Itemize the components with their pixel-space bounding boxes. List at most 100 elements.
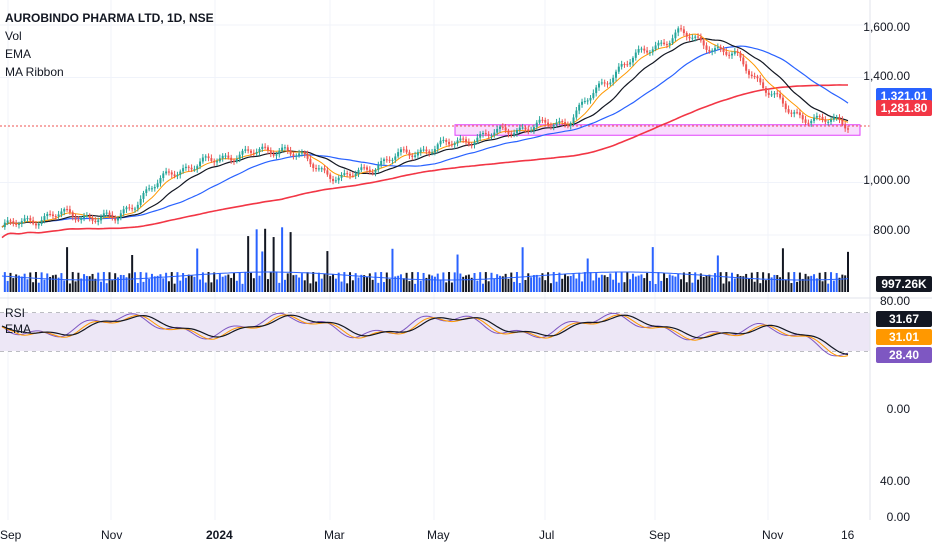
rsi-tag: 31.67 — [876, 311, 932, 327]
volume-bar — [111, 280, 114, 292]
candle-body — [566, 124, 569, 126]
candle-body — [598, 83, 601, 88]
volume-bar — [790, 283, 793, 292]
volume-bar — [357, 277, 360, 292]
volume-bar — [629, 279, 632, 292]
candle-body — [105, 212, 108, 214]
candle-body — [54, 216, 57, 218]
candle-body — [300, 152, 303, 154]
rsi-tick: 40.00 — [879, 474, 910, 488]
volume-bar — [487, 281, 490, 292]
candle-body — [419, 149, 422, 153]
candle-body — [382, 159, 385, 162]
volume-bar — [572, 274, 575, 292]
candle-body — [255, 152, 258, 154]
candle-body — [436, 144, 439, 150]
volume-bar — [714, 273, 717, 292]
candle-body — [838, 117, 841, 120]
volume-bar — [117, 277, 120, 292]
time-tick: May — [427, 528, 450, 542]
candle-body — [759, 78, 762, 83]
volume-bar — [694, 272, 697, 292]
volume-bar — [405, 272, 408, 292]
candle-body — [750, 74, 753, 77]
volume-bars — [1, 227, 849, 292]
candle-body — [68, 209, 71, 213]
volume-bar — [3, 272, 6, 292]
volume-bar — [91, 273, 94, 292]
candle-body — [156, 183, 159, 188]
indicator-ema[interactable]: EMA — [5, 47, 32, 61]
volume-bar — [490, 272, 493, 292]
volume-bar — [360, 274, 363, 292]
volume-bar — [663, 272, 666, 292]
volume-bar — [756, 272, 759, 292]
volume-bar — [527, 273, 530, 292]
candle-body — [728, 54, 731, 56]
volume-bar — [832, 280, 835, 292]
volume-bar — [753, 281, 756, 292]
candle-body — [532, 127, 535, 131]
volume-bar — [244, 272, 247, 292]
candle-body — [804, 119, 807, 123]
candle-body — [405, 149, 408, 153]
candle-body — [425, 149, 428, 152]
volume-bar — [298, 277, 301, 292]
candle-body — [674, 32, 677, 39]
volume-bar — [504, 273, 507, 292]
candle-body — [37, 223, 40, 226]
candle-body — [114, 218, 117, 221]
candle-body — [742, 57, 745, 65]
candle-body — [292, 154, 295, 157]
volume-bar — [482, 283, 485, 292]
candle-body — [530, 130, 533, 132]
candle-body — [221, 155, 224, 159]
volume-bar — [249, 272, 252, 292]
volume-bar — [688, 272, 691, 292]
candle-body — [595, 87, 598, 94]
candle-body — [119, 213, 122, 218]
candle-body — [150, 188, 153, 190]
volume-bar — [566, 276, 569, 292]
candle-body — [179, 171, 182, 175]
volume-bar — [23, 273, 26, 292]
volume-bar — [544, 280, 547, 292]
candle-body — [139, 198, 142, 205]
volume-bar — [600, 274, 603, 292]
candle-body — [224, 155, 227, 157]
candle-body — [12, 221, 15, 224]
volume-bar — [153, 276, 156, 292]
volume-bar — [793, 272, 796, 292]
indicator-ma-ribbon[interactable]: MA Ribbon — [5, 65, 64, 79]
candle-body — [583, 101, 586, 103]
candle-body — [581, 101, 584, 105]
candle-body — [623, 64, 626, 66]
candle-body — [654, 45, 657, 50]
candle-body — [629, 62, 632, 65]
candle-body — [448, 141, 451, 145]
indicator-vol[interactable]: Vol — [5, 29, 22, 43]
candle-body — [193, 169, 196, 171]
volume-bar — [821, 281, 824, 292]
volume-bar — [473, 273, 476, 292]
volume-bar — [397, 275, 400, 292]
volume-bar — [300, 273, 303, 292]
candle-body — [547, 122, 550, 126]
volume-bar — [57, 277, 60, 292]
volume-bar — [329, 276, 332, 292]
moving-average-lines — [1, 33, 849, 239]
volume-bar — [74, 281, 77, 292]
volume-bar — [558, 272, 561, 292]
rsi-label[interactable]: RSI — [5, 306, 26, 320]
rsi-ema-label[interactable]: EMA — [5, 322, 32, 336]
volume-bar — [306, 272, 309, 292]
volume-bar — [419, 280, 422, 292]
candle-body — [286, 147, 289, 151]
volume-bar — [385, 272, 388, 292]
volume-bar — [105, 283, 108, 292]
volume-bar — [586, 258, 589, 292]
candle-body — [453, 143, 456, 146]
candle-body — [507, 130, 510, 134]
rsi-lines — [1, 312, 849, 357]
